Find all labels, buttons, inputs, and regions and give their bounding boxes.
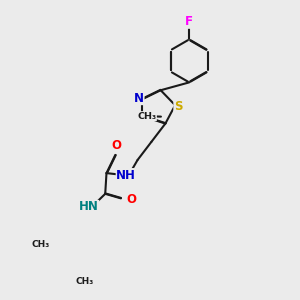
Text: O: O: [127, 193, 136, 206]
Text: HN: HN: [79, 200, 99, 214]
Text: F: F: [185, 15, 193, 28]
Text: NH: NH: [116, 169, 136, 182]
Text: S: S: [174, 100, 182, 113]
Text: CH₃: CH₃: [32, 240, 50, 249]
Text: N: N: [134, 92, 144, 105]
Text: O: O: [112, 139, 122, 152]
Text: CH₃: CH₃: [137, 112, 156, 121]
Text: CH₃: CH₃: [76, 277, 94, 286]
